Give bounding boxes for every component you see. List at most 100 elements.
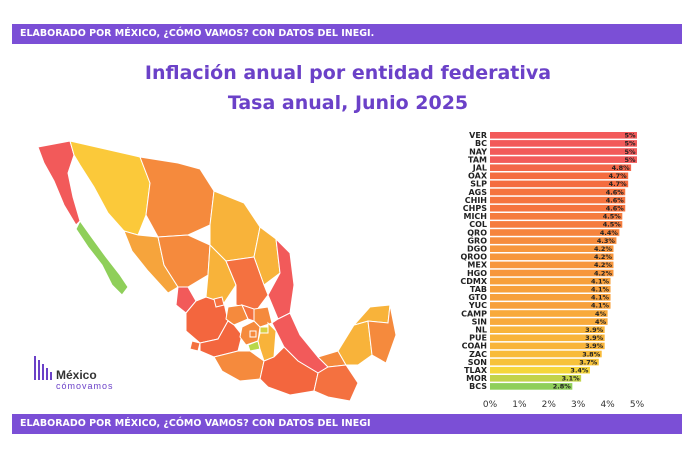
value-label-oax: 4.7%: [609, 172, 628, 180]
bar-bc: [490, 140, 637, 147]
bar-coah: [490, 342, 605, 350]
bar-nl: [490, 326, 605, 333]
x-tick-label: 5%: [630, 400, 645, 410]
value-label-gto: 4.1%: [591, 294, 610, 302]
x-tick-label: 4%: [600, 400, 615, 410]
bar-camp: [490, 310, 608, 317]
bar-mich: [490, 213, 623, 220]
category-label-hgo: HGO: [467, 269, 487, 278]
value-label-camp: 4%: [595, 310, 607, 318]
value-label-sin: 4%: [595, 318, 607, 326]
bar-qroo: [490, 253, 614, 261]
value-label-mex: 4.2%: [594, 261, 613, 269]
category-label-tlax: TLAX: [464, 366, 488, 375]
map-state-coah: [209, 190, 261, 262]
bar-qro: [490, 229, 620, 236]
bar-gro: [490, 237, 617, 244]
value-label-ver: 5%: [624, 132, 636, 140]
value-label-slp: 4.7%: [609, 180, 628, 188]
category-label-bcs: BCS: [469, 382, 487, 391]
value-label-nay: 5%: [624, 148, 636, 156]
category-label-bc: BC: [475, 139, 487, 148]
category-label-son: SON: [468, 358, 487, 367]
map-state-pue: [257, 321, 277, 362]
bar-pue: [490, 334, 605, 342]
value-label-qroo: 4.2%: [594, 253, 613, 261]
bar-jal: [490, 164, 632, 171]
value-label-bc: 5%: [624, 140, 636, 148]
value-label-bcs: 2.8%: [553, 383, 572, 391]
bottom-banner: ELABORADO POR MÉXICO, ¿CÓMO VAMOS? CON D…: [12, 414, 682, 434]
bar-dgo: [490, 245, 614, 252]
category-label-gro: GRO: [467, 236, 487, 245]
bar-sin: [490, 318, 608, 325]
value-label-son: 3.7%: [579, 358, 598, 366]
value-label-zac: 3.8%: [582, 350, 601, 358]
category-label-dgo: DGO: [467, 245, 487, 254]
value-label-mor: 3.1%: [562, 375, 581, 383]
category-label-chih: CHIH: [465, 196, 487, 205]
value-label-coah: 3.9%: [585, 342, 604, 350]
logo-mark-icon: [34, 356, 52, 380]
value-label-yuc: 4.1%: [591, 302, 610, 310]
chart-title: Inflación anual por entidad federativa: [144, 62, 552, 84]
value-label-tlax: 3.4%: [570, 367, 589, 375]
value-label-qro: 4.4%: [600, 229, 619, 237]
value-label-cdmx: 4.1%: [591, 277, 610, 285]
category-label-chps: CHPS: [463, 204, 487, 213]
map-state-slp: [225, 256, 269, 312]
bar-col: [490, 221, 623, 228]
map-state-camp: [337, 320, 373, 366]
category-label-nl: NL: [475, 326, 487, 335]
category-label-col: COL: [469, 220, 487, 229]
bar-hgo: [490, 269, 614, 277]
chart-subtitle: Tasa anual, Junio 2025: [227, 92, 469, 114]
logo-text-comovamos: cómovamos: [56, 381, 114, 391]
bar-chih: [490, 196, 626, 204]
bar-slp: [490, 180, 629, 188]
category-label-pue: PUE: [469, 334, 487, 343]
value-label-ags: 4.6%: [606, 188, 625, 196]
category-label-coah: COAH: [462, 342, 487, 351]
map-state-tlax: [259, 326, 269, 334]
value-label-nl: 3.9%: [585, 326, 604, 334]
map-state-ags: [213, 296, 225, 308]
mexico-choropleth-map: [37, 140, 397, 402]
bar-mor: [490, 375, 582, 382]
map-state-cdmx: [249, 330, 257, 338]
category-label-tam: TAM: [468, 155, 487, 164]
value-label-chih: 4.6%: [606, 196, 625, 204]
category-label-qro: QRO: [467, 228, 487, 237]
x-tick-label: 3%: [571, 400, 586, 410]
category-label-sin: SIN: [472, 317, 487, 326]
map-state-nl: [253, 226, 281, 286]
category-label-mor: MOR: [466, 374, 487, 383]
category-label-ver: VER: [469, 131, 487, 140]
bar-gto: [490, 294, 611, 301]
x-tick-label: 2%: [542, 400, 557, 410]
bar-son: [490, 358, 599, 366]
bar-bcs: [490, 383, 573, 390]
map-state-son: [69, 140, 151, 236]
bar-tab: [490, 285, 611, 293]
category-label-camp: CAMP: [461, 309, 487, 318]
bar-chps: [490, 204, 626, 212]
inflation-bar-chart: VER 5% BC 5% NAY 5% TAM 5% JAL 4.8% OAX 4.7% SLP 4.7%…: [460, 131, 645, 410]
map-state-gro: [213, 350, 265, 382]
value-label-pue: 3.9%: [585, 334, 604, 342]
category-label-qroo: QROO: [460, 253, 487, 262]
category-label-cdmx: CDMX: [460, 277, 487, 286]
value-label-hgo: 4.2%: [594, 269, 613, 277]
category-label-nay: NAY: [469, 147, 487, 156]
map-state-qroo: [367, 304, 397, 364]
bar-mex: [490, 261, 614, 269]
map-state-col: [189, 340, 201, 352]
map-state-dgo: [157, 234, 211, 288]
bar-yuc: [490, 302, 611, 309]
value-label-jal: 4.8%: [612, 164, 631, 172]
value-label-tam: 5%: [624, 156, 636, 164]
category-label-slp: SLP: [470, 180, 487, 189]
map-state-bcs: [75, 220, 129, 296]
category-label-ags: AGS: [468, 188, 487, 197]
bar-ags: [490, 188, 626, 196]
